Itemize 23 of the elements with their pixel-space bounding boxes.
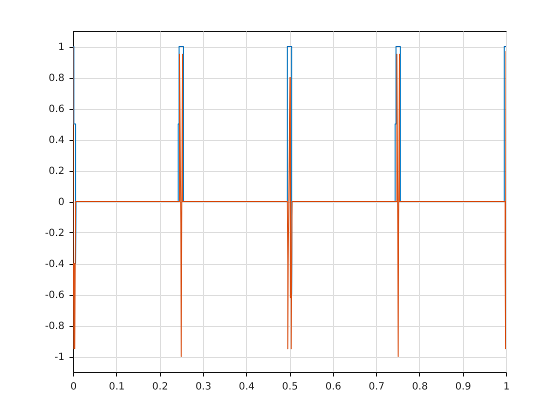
x-tick-label: 1 xyxy=(503,382,510,392)
y-tick-label: 0.6 xyxy=(48,104,64,115)
x-tick-label: 0 xyxy=(70,382,77,392)
y-tick-label: -0.6 xyxy=(44,290,64,301)
y-tick-label: -0.8 xyxy=(44,321,64,332)
x-tick-label: 0.1 xyxy=(108,382,125,392)
y-tick-label: -1 xyxy=(54,352,64,363)
x-tick-label: 0.9 xyxy=(455,382,472,392)
x-tick-label: 0.5 xyxy=(282,382,298,392)
x-tick-label: 0.4 xyxy=(238,382,255,392)
y-tick-label: 1 xyxy=(58,42,64,53)
x-tick-label: 0.2 xyxy=(152,382,168,392)
x-tick-label: 0.6 xyxy=(325,382,342,392)
y-tick-label: 0.2 xyxy=(48,166,64,177)
line-series xyxy=(73,46,506,357)
x-tick-label: 0.8 xyxy=(412,382,428,392)
y-tick-label: 0.8 xyxy=(48,73,64,84)
x-tick-label: 0.7 xyxy=(368,382,385,392)
x-tick-label: 0.3 xyxy=(195,382,212,392)
y-tick-label: 0 xyxy=(58,197,64,208)
y-tick-label: -0.4 xyxy=(44,259,64,270)
y-tick-label: -0.2 xyxy=(44,228,64,239)
y-tick-label: 0.4 xyxy=(48,135,64,146)
